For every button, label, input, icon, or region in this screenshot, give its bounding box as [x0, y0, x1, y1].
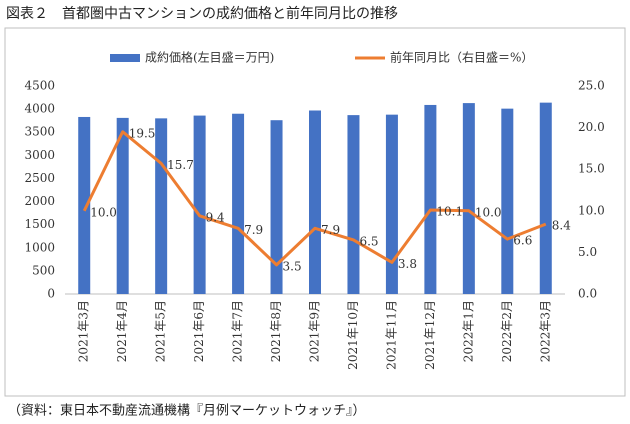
bar	[424, 104, 437, 294]
bar	[193, 115, 206, 295]
data-label: 10.0	[90, 205, 117, 219]
x-tick-label: 2021年4月	[115, 300, 129, 362]
y2-tick-label: 20.0	[578, 120, 605, 134]
bar	[270, 120, 283, 295]
y-tick-label: 1500	[24, 217, 55, 231]
x-tick-label: 2021年9月	[308, 300, 322, 362]
x-tick-label: 2022年3月	[538, 300, 552, 362]
x-tick-label: 2021年11月	[384, 300, 398, 370]
data-label: 6.6	[513, 234, 532, 248]
bar	[501, 108, 514, 294]
bar	[462, 103, 475, 294]
bar	[347, 115, 360, 295]
bar	[232, 113, 245, 294]
y-tick-label: 2000	[24, 194, 55, 208]
y2-tick-label: 5.0	[578, 245, 597, 259]
source-note: （資料：東日本不動産流通機構『月例マーケットウォッチ』）	[8, 403, 366, 419]
data-label: 7.9	[321, 223, 340, 237]
data-label: 8.4	[552, 219, 571, 233]
data-label: 7.9	[244, 223, 263, 237]
x-tick-label: 2021年5月	[154, 300, 168, 362]
y-tick-label: 4000	[24, 102, 55, 116]
line	[82, 130, 547, 267]
y2-tick-label: 15.0	[578, 162, 605, 176]
data-label: 19.5	[129, 126, 156, 140]
x-tick-label: 2021年10月	[346, 300, 360, 370]
data-label: 9.4	[206, 210, 225, 224]
data-label: 15.7	[167, 158, 194, 172]
bar	[385, 114, 398, 294]
data-label: 10.1	[436, 204, 463, 218]
legend-swatch	[110, 54, 140, 62]
legend-label: 前年同月比（右目盛＝%）	[390, 50, 533, 65]
bar	[309, 110, 321, 295]
y-tick-label: 0	[47, 287, 55, 301]
x-tick-label: 2021年8月	[269, 300, 283, 362]
y-tick-label: 3500	[24, 125, 55, 139]
x-tick-label: 2021年12月	[423, 300, 437, 370]
data-label: 6.5	[359, 234, 378, 248]
x-tick-label: 2022年1月	[461, 300, 475, 362]
data-label: 3.8	[398, 257, 417, 271]
y-tick-label: 3000	[24, 148, 55, 162]
legend-label: 成約価格(左目盛＝万円)	[145, 50, 274, 65]
bar	[539, 102, 552, 294]
y-tick-label: 500	[32, 263, 55, 277]
bar	[155, 118, 168, 294]
y2-tick-label: 0.0	[578, 287, 597, 301]
bar	[78, 116, 91, 294]
x-tick-label: 2022年2月	[500, 300, 514, 362]
x-tick-label: 2021年3月	[77, 300, 91, 362]
y-tick-label: 4500	[24, 79, 55, 93]
x-tick-label: 2021年7月	[231, 300, 245, 362]
data-label: 10.0	[475, 205, 502, 219]
y-tick-label: 2500	[24, 171, 55, 185]
x-tick-label: 2021年6月	[192, 300, 206, 362]
bar	[116, 117, 129, 294]
data-label: 3.5	[283, 259, 302, 273]
y-tick-label: 1000	[24, 240, 55, 254]
y2-tick-label: 25.0	[578, 79, 605, 93]
chart-title: 図表２ 首都圏中古マンションの成約価格と前年同月比の推移	[6, 5, 398, 22]
y2-tick-label: 10.0	[578, 203, 605, 217]
